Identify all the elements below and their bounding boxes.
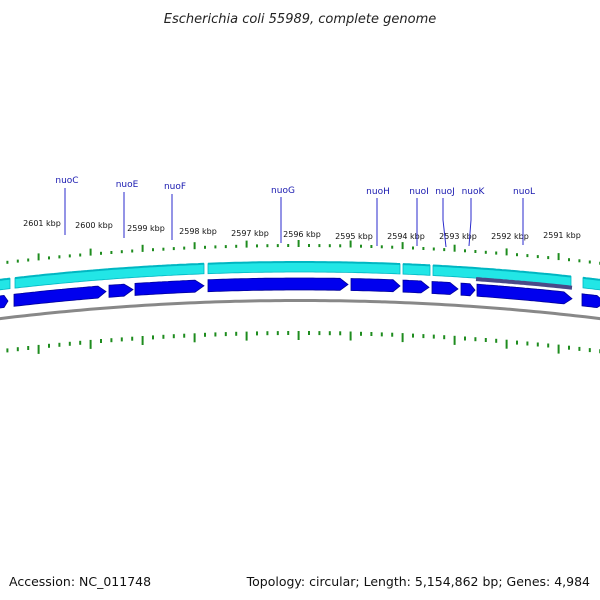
accession-label: Accession: NC_011748	[9, 574, 151, 589]
gene-leader-line	[468, 198, 472, 247]
tick-label: 2591 kbp	[543, 231, 581, 240]
gene-label-nuoK: nuoK	[462, 187, 486, 197]
gene-band-edge	[14, 262, 205, 280]
gene-band-edge	[402, 263, 431, 267]
gene-label-nuoJ: nuoJ	[435, 187, 455, 197]
tick-label: 2599 kbp	[127, 224, 165, 233]
cds-arrow	[13, 285, 107, 307]
cds-arrow	[0, 294, 9, 309]
gene-leader-line	[442, 198, 447, 248]
gene-band-highlight	[475, 277, 573, 290]
gene-band-edge	[207, 261, 401, 265]
tick-label: 2594 kbp	[387, 232, 425, 241]
tick-label: 2592 kbp	[491, 232, 529, 241]
gene-band-edge	[432, 264, 572, 278]
gene-labels: nuoC nuoE nuoF nuoG nuoH nuoI nuoJ nuoK nuoL	[55, 176, 535, 248]
cds-arrow	[207, 277, 349, 293]
tick-labels: 2601 kbp 2600 kbp 2599 kbp 2598 kbp 2597 kbp…	[23, 219, 581, 241]
gene-label-nuoI: nuoI	[409, 187, 429, 197]
gene-band	[0, 261, 600, 291]
cds-arrow	[402, 279, 430, 294]
gene-label-nuoG: nuoG	[271, 186, 295, 196]
tick-label: 2595 kbp	[335, 232, 373, 241]
gene-band-edge	[582, 276, 600, 281]
cds-arrow	[431, 281, 459, 295]
tick-label: 2598 kbp	[179, 227, 217, 236]
tick-label: 2593 kbp	[439, 232, 477, 241]
gene-label-nuoL: nuoL	[513, 187, 535, 197]
outer-tick-marks	[6, 240, 600, 265]
cds-arrows	[0, 277, 600, 309]
cds-arrow	[476, 283, 573, 305]
gene-label-nuoE: nuoE	[116, 180, 139, 190]
gene-band-edge	[0, 277, 11, 281]
cds-arrow	[108, 283, 134, 298]
map-title: Escherichia coli 55989, complete genome	[164, 12, 436, 27]
tick-label: 2601 kbp	[23, 219, 61, 228]
tick-label: 2600 kbp	[75, 221, 113, 230]
cds-arrow	[134, 279, 205, 296]
gene-label-nuoH: nuoH	[366, 187, 390, 197]
gene-label-nuoF: nuoF	[164, 182, 186, 192]
tick-label: 2596 kbp	[283, 230, 321, 239]
cds-arrow	[350, 278, 401, 293]
genome-backbone	[0, 299, 600, 321]
tick-label: 2597 kbp	[231, 229, 269, 238]
gene-label-nuoC: nuoC	[55, 176, 78, 186]
cds-arrow	[581, 293, 600, 309]
genome-summary: Topology: circular; Length: 5,154,862 bp…	[246, 574, 590, 589]
cds-arrow	[460, 282, 476, 297]
inner-tick-marks	[6, 331, 600, 354]
